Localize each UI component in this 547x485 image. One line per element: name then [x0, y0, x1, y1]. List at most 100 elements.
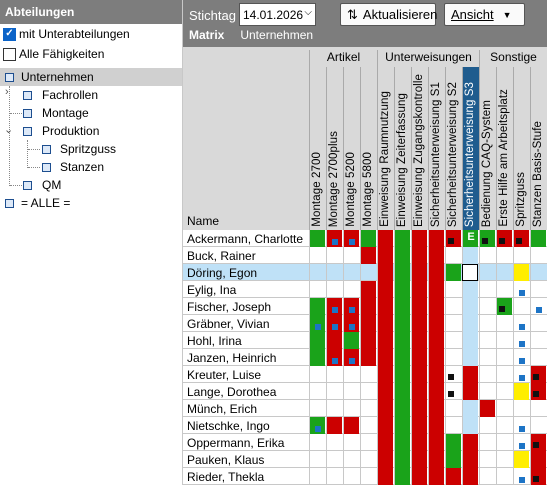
matrix-cell[interactable] — [377, 281, 393, 298]
matrix-cell[interactable] — [479, 264, 495, 281]
include-subdepartments-checkbox[interactable]: ✓ — [3, 27, 16, 41]
table-row[interactable]: Eylig, Ina — [183, 281, 547, 298]
matrix-cell[interactable] — [360, 332, 376, 349]
tree-node-qm[interactable]: QM — [0, 176, 182, 194]
matrix-cell[interactable] — [377, 298, 393, 315]
matrix-cell[interactable] — [411, 281, 427, 298]
matrix-cell[interactable] — [530, 451, 546, 468]
column-header[interactable]: Montage 2700plus — [326, 67, 343, 230]
matrix-cell[interactable] — [360, 264, 376, 281]
matrix-cell[interactable] — [326, 468, 342, 485]
matrix-cell[interactable] — [445, 468, 461, 485]
matrix-cell[interactable] — [513, 349, 529, 366]
matrix-cell[interactable] — [479, 451, 495, 468]
matrix-cell[interactable] — [479, 366, 495, 383]
matrix-cell[interactable] — [309, 315, 325, 332]
matrix-cell[interactable] — [513, 332, 529, 349]
matrix-cell[interactable] — [462, 434, 478, 451]
matrix-cell[interactable] — [428, 366, 444, 383]
matrix-cell[interactable] — [360, 417, 376, 434]
matrix-cell[interactable] — [530, 247, 546, 264]
matrix-cell[interactable] — [309, 281, 325, 298]
matrix-cell[interactable] — [530, 332, 546, 349]
matrix-cell[interactable] — [479, 400, 495, 417]
matrix-cell[interactable] — [309, 468, 325, 485]
matrix-cell[interactable] — [530, 315, 546, 332]
matrix-cell[interactable] — [309, 298, 325, 315]
column-header[interactable]: Montage 5800 — [360, 67, 377, 230]
matrix-cell[interactable] — [377, 434, 393, 451]
matrix-cell[interactable] — [411, 417, 427, 434]
matrix-cell[interactable] — [479, 434, 495, 451]
matrix-cell[interactable] — [394, 434, 410, 451]
matrix-cell[interactable] — [326, 281, 342, 298]
tree-node-alle[interactable]: = ALLE = — [0, 194, 182, 212]
column-header[interactable]: Einweisung Raumnutzung — [377, 67, 394, 230]
matrix-cell[interactable] — [326, 383, 342, 400]
matrix-cell[interactable] — [445, 298, 461, 315]
matrix-cell[interactable] — [496, 451, 512, 468]
matrix-cell[interactable] — [343, 468, 359, 485]
name-column-header[interactable]: Name — [187, 214, 220, 228]
matrix-cell[interactable] — [360, 247, 376, 264]
matrix-cell[interactable] — [445, 230, 461, 247]
matrix-cell[interactable] — [462, 451, 478, 468]
matrix-cell[interactable] — [496, 417, 512, 434]
matrix-cell[interactable] — [513, 247, 529, 264]
matrix-cell[interactable] — [377, 366, 393, 383]
matrix-cell[interactable] — [343, 349, 359, 366]
table-row[interactable]: Münch, Erich — [183, 400, 547, 417]
matrix-cell[interactable] — [496, 230, 512, 247]
matrix-cell[interactable] — [445, 332, 461, 349]
matrix-cell[interactable] — [343, 383, 359, 400]
matrix-cell[interactable] — [326, 366, 342, 383]
matrix-cell[interactable] — [496, 349, 512, 366]
matrix-cell[interactable] — [377, 383, 393, 400]
matrix-cell[interactable] — [411, 315, 427, 332]
matrix-cell[interactable] — [377, 417, 393, 434]
column-header[interactable]: Bedienung CAQ-System — [479, 67, 496, 230]
matrix-cell[interactable] — [377, 332, 393, 349]
tree-node-montage[interactable]: Montage — [0, 104, 182, 122]
chevron-down-icon[interactable]: ⌵ — [304, 7, 312, 18]
matrix-cell[interactable] — [394, 332, 410, 349]
matrix-cell[interactable] — [496, 264, 512, 281]
matrix-cell[interactable] — [309, 247, 325, 264]
column-header[interactable]: Stanzen Basis-Stufe — [530, 67, 547, 230]
matrix-cell[interactable] — [377, 400, 393, 417]
matrix-cell[interactable] — [309, 417, 325, 434]
matrix-cell[interactable] — [309, 349, 325, 366]
matrix-cell[interactable] — [496, 332, 512, 349]
matrix-cell[interactable] — [462, 264, 478, 281]
matrix-cell[interactable] — [309, 451, 325, 468]
matrix-cell[interactable] — [394, 247, 410, 264]
matrix-cell[interactable] — [513, 264, 529, 281]
matrix-cell[interactable] — [411, 468, 427, 485]
matrix-cell[interactable] — [479, 383, 495, 400]
matrix-cell[interactable] — [530, 281, 546, 298]
matrix-cell[interactable] — [445, 349, 461, 366]
matrix-cell[interactable] — [513, 230, 529, 247]
matrix-cell[interactable] — [394, 400, 410, 417]
matrix-cell[interactable] — [445, 264, 461, 281]
matrix-cell[interactable] — [326, 400, 342, 417]
matrix-cell[interactable] — [360, 366, 376, 383]
matrix-cell[interactable] — [496, 383, 512, 400]
matrix-cell[interactable] — [326, 264, 342, 281]
matrix-cell[interactable] — [530, 298, 546, 315]
matrix-cell[interactable] — [411, 298, 427, 315]
tree-node-stanzen[interactable]: Stanzen — [0, 158, 182, 176]
matrix-cell[interactable] — [530, 349, 546, 366]
matrix-cell[interactable] — [309, 264, 325, 281]
column-header[interactable]: Sicherheitsunterweisung S2 — [445, 67, 462, 230]
matrix-cell[interactable] — [513, 366, 529, 383]
include-subdepartments-option[interactable]: ✓ mit Unterabteilungen — [0, 24, 182, 44]
chevron-right-icon[interactable]: › — [5, 86, 9, 98]
matrix-cell[interactable] — [360, 281, 376, 298]
matrix-cell[interactable] — [394, 264, 410, 281]
matrix-cell[interactable] — [479, 315, 495, 332]
matrix-cell[interactable] — [343, 400, 359, 417]
matrix-cell[interactable] — [343, 298, 359, 315]
chevron-down-icon[interactable]: ⌄ — [4, 124, 14, 136]
matrix-cell[interactable] — [530, 417, 546, 434]
